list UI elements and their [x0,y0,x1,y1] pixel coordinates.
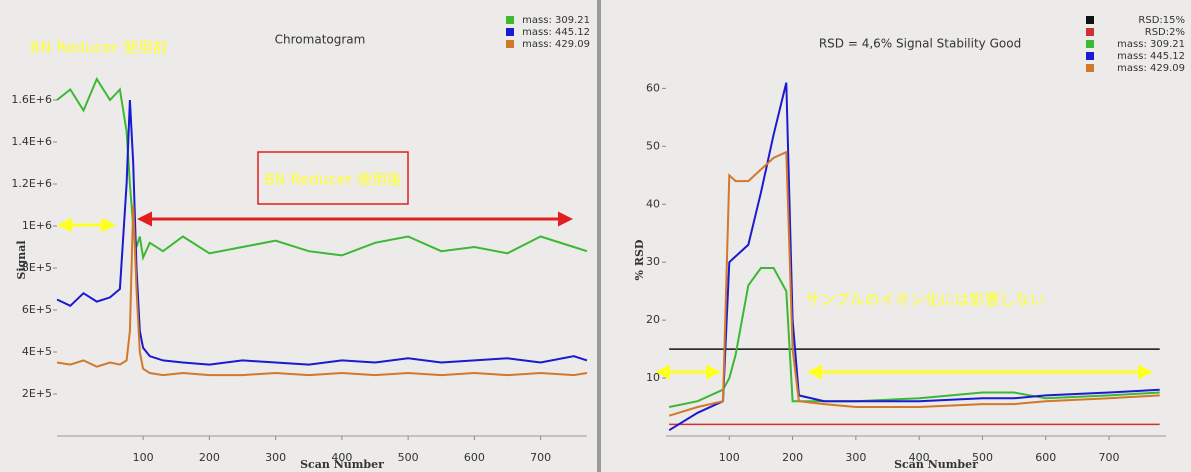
x-tick-label: 200 [782,451,803,464]
x-tick-label: 100 [133,451,154,464]
x-tick-label: 100 [719,451,740,464]
annotation: サンプルのイオン化には影響しない [805,291,1045,309]
x-tick-label: 500 [972,451,993,464]
y-tick-label: 2E+5 [22,387,52,400]
left-panel [0,0,597,472]
legend-swatch [1086,16,1094,24]
legend-label: mass: 445.12 [522,27,590,38]
x-tick-label: 400 [909,451,930,464]
y-axis-label: % RSD [633,239,646,280]
y-tick-label: 1.4E+6 [11,135,52,148]
legend-swatch [506,28,514,36]
y-tick-label: 1E+6 [22,219,52,232]
y-tick-label: 40 [646,197,660,210]
x-tick-label: 400 [331,451,352,464]
x-axis-label: Scan Number [894,458,978,471]
x-tick-label: 600 [1035,451,1056,464]
chart-title: Chromatogram [275,33,366,47]
legend-label: mass: 429.09 [522,39,590,50]
y-tick-label: 50 [646,139,660,152]
legend-label: mass: 309.21 [1117,39,1185,50]
y-tick-label: 4E+5 [22,345,52,358]
legend-swatch [1086,28,1094,36]
legend-label: mass: 309.21 [522,15,590,26]
x-tick-label: 200 [199,451,220,464]
legend-swatch [1086,40,1094,48]
x-tick-label: 700 [1099,451,1120,464]
x-tick-label: 600 [464,451,485,464]
y-tick-label: 20 [646,313,660,326]
legend-label: mass: 445.12 [1117,51,1185,62]
legend-swatch [506,40,514,48]
y-tick-label: 6E+5 [22,303,52,316]
y-tick-label: 8E+5 [22,261,52,274]
annotation: BN Reducer 使用前 [30,39,168,57]
legend-swatch [1086,52,1094,60]
legend-swatch [1086,64,1094,72]
x-tick-label: 300 [265,451,286,464]
legend-label: RSD:15% [1138,15,1185,26]
y-tick-label: 1.2E+6 [11,177,52,190]
y-tick-label: 1.6E+6 [11,93,52,106]
chart-title: RSD = 4,6% Signal Stability Good [819,37,1021,51]
divider [597,0,601,472]
legend-label: mass: 429.09 [1117,63,1185,74]
y-tick-label: 10 [646,371,660,384]
legend-label: RSD:2% [1145,27,1185,38]
x-tick-label: 500 [398,451,419,464]
x-tick-label: 700 [530,451,551,464]
x-tick-label: 300 [845,451,866,464]
legend-swatch [506,16,514,24]
screen: ChromatogramScan NumberSignal10020030040… [0,0,1191,472]
y-tick-label: 60 [646,81,660,94]
annotation: BN Reducer 使用後 [264,171,402,189]
y-tick-label: 30 [646,255,660,268]
